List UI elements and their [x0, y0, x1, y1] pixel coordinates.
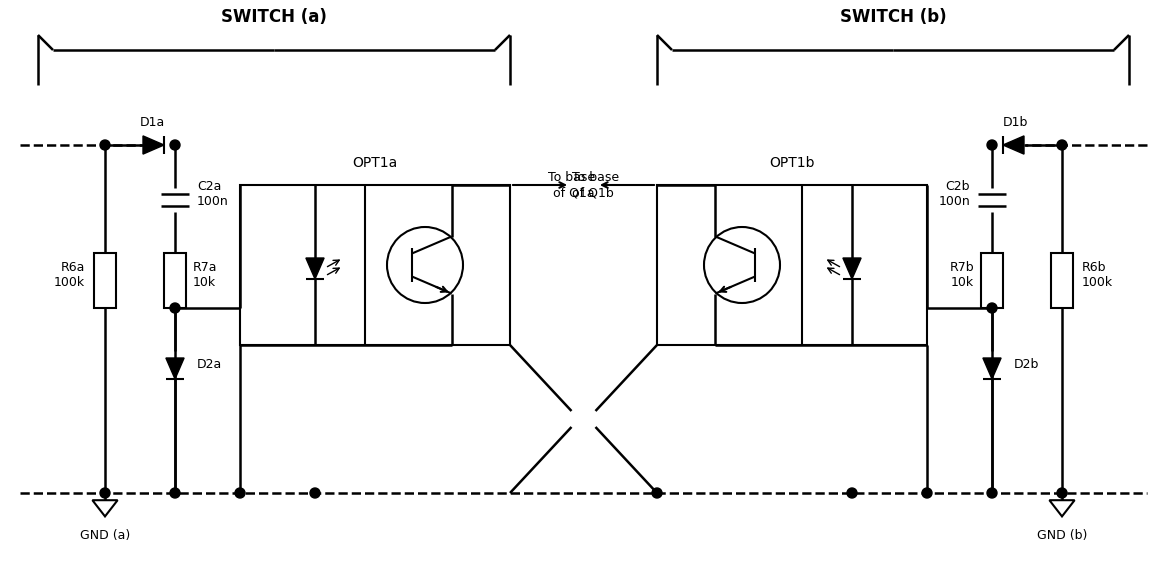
Circle shape: [922, 488, 932, 498]
Circle shape: [1057, 140, 1067, 150]
Circle shape: [987, 488, 997, 498]
Bar: [981, 252, 1002, 308]
Circle shape: [1057, 488, 1067, 498]
Text: D1a: D1a: [139, 117, 165, 129]
Circle shape: [170, 303, 180, 313]
Text: SWITCH (a): SWITCH (a): [221, 8, 327, 26]
Polygon shape: [166, 358, 184, 379]
Circle shape: [170, 140, 180, 150]
Text: D1b: D1b: [1002, 117, 1028, 129]
Circle shape: [100, 488, 110, 498]
Polygon shape: [1002, 136, 1023, 154]
Polygon shape: [144, 136, 165, 154]
Text: R6a
100k: R6a 100k: [54, 261, 85, 289]
Circle shape: [170, 488, 180, 498]
Bar: [1051, 252, 1072, 308]
Text: To base
of Q1b: To base of Q1b: [572, 171, 620, 199]
Text: C2b
100n: C2b 100n: [938, 180, 970, 208]
Circle shape: [235, 488, 245, 498]
Text: R7b
10k: R7b 10k: [950, 261, 974, 289]
Text: C2a
100n: C2a 100n: [197, 180, 229, 208]
Circle shape: [310, 488, 320, 498]
Text: GND (b): GND (b): [1036, 528, 1088, 542]
Circle shape: [987, 303, 997, 313]
Text: R7a
10k: R7a 10k: [193, 261, 217, 289]
Text: OPT1a: OPT1a: [352, 156, 398, 170]
Polygon shape: [843, 258, 861, 279]
Bar: [165, 252, 186, 308]
Text: OPT1b: OPT1b: [769, 156, 815, 170]
Text: To base
of Q1a: To base of Q1a: [547, 171, 595, 199]
Text: D2b: D2b: [1014, 358, 1040, 371]
Bar: [95, 252, 116, 308]
Circle shape: [847, 488, 857, 498]
Polygon shape: [983, 358, 1001, 379]
Bar: [657, 185, 927, 345]
Polygon shape: [306, 258, 324, 279]
Circle shape: [652, 488, 662, 498]
Text: GND (a): GND (a): [79, 528, 131, 542]
Text: SWITCH (b): SWITCH (b): [840, 8, 946, 26]
Circle shape: [100, 140, 110, 150]
Text: D2a: D2a: [197, 358, 222, 371]
Text: R6b
100k: R6b 100k: [1082, 261, 1113, 289]
Bar: [240, 185, 510, 345]
Circle shape: [987, 140, 997, 150]
